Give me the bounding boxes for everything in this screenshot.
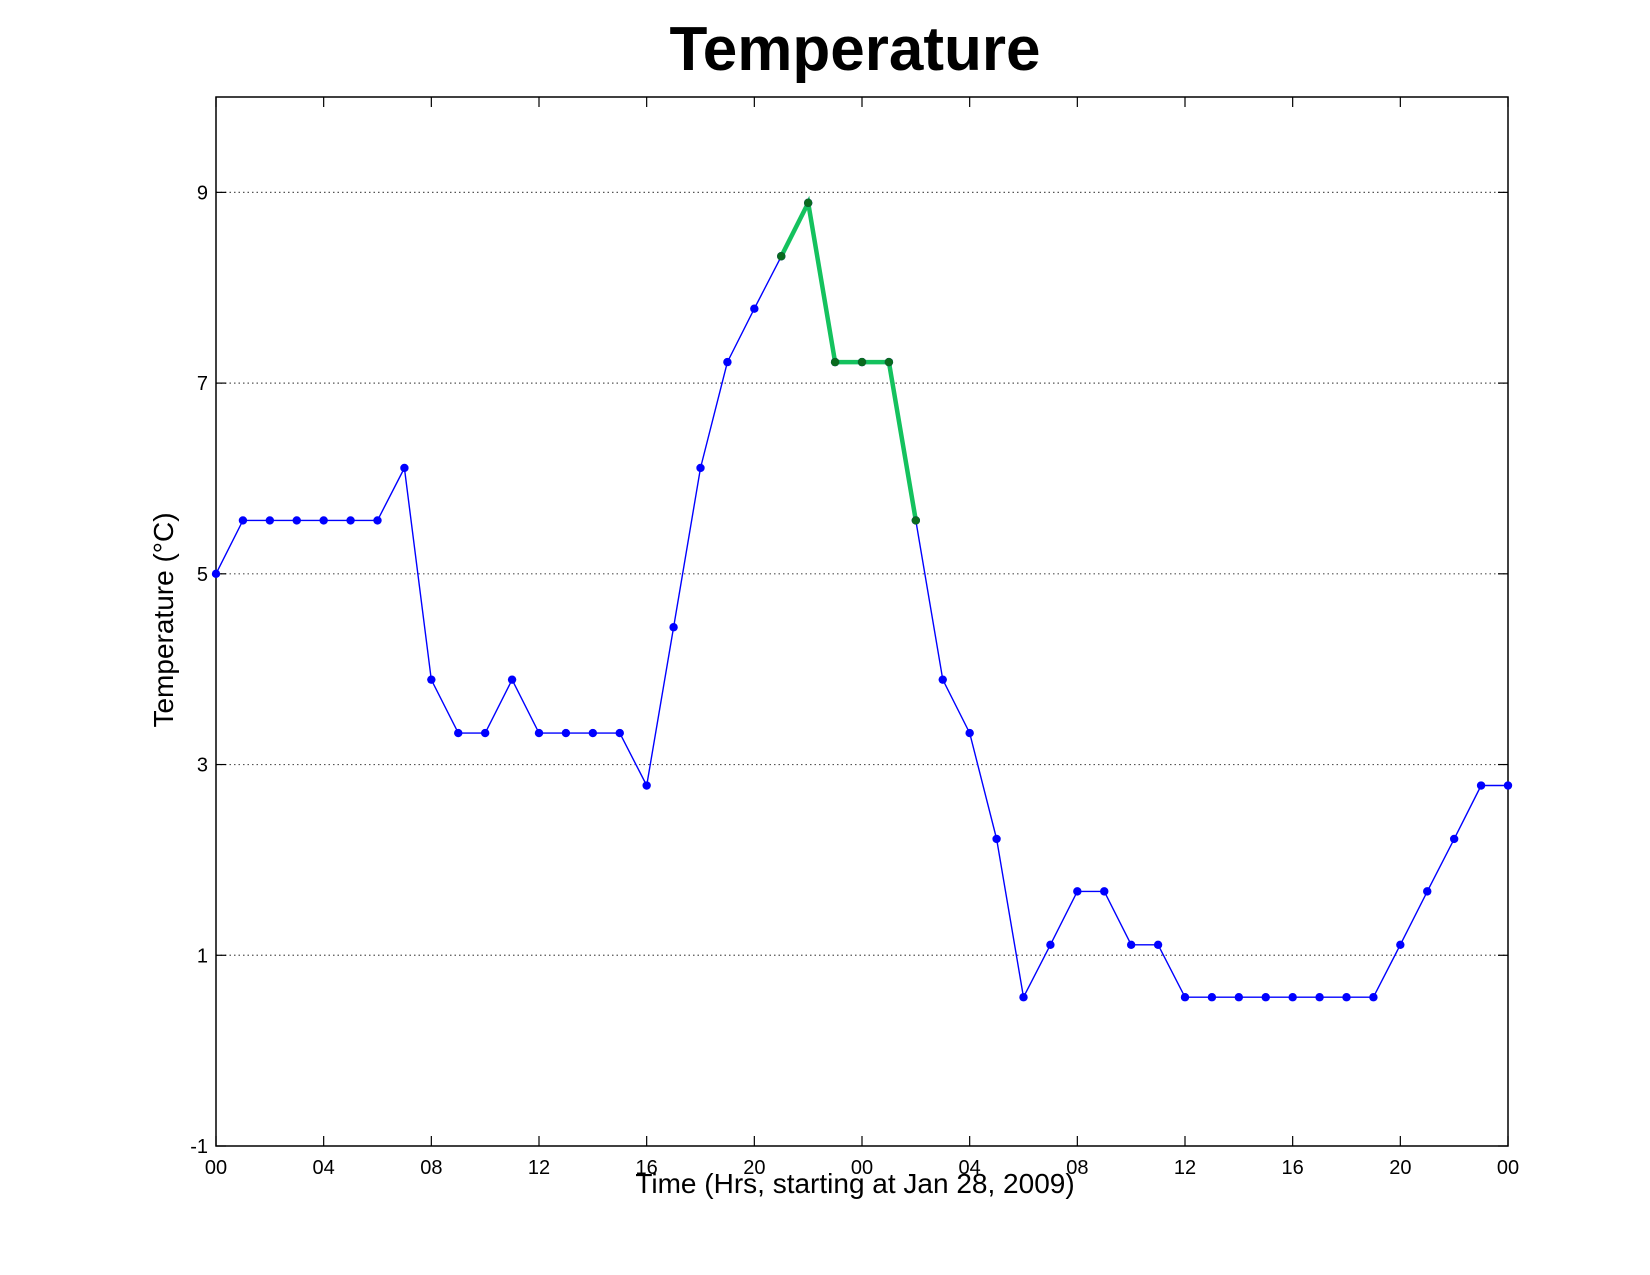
y-tick-label: -1: [190, 1136, 208, 1158]
temperature-point: [346, 516, 355, 525]
highlight-point: [884, 357, 894, 367]
temperature-point: [1288, 993, 1297, 1002]
y-tick-label: 3: [197, 755, 208, 777]
x-tick-label: 12: [528, 1157, 550, 1179]
y-axis-label: Temperature (°C): [148, 512, 179, 728]
y-tick-label: 5: [197, 564, 208, 586]
x-axis-label: Time (Hrs, starting at Jan 28, 2009): [635, 1168, 1075, 1199]
temperature-point: [588, 728, 598, 738]
temperature-point: [561, 728, 571, 738]
temperature-point: [238, 516, 248, 525]
temperature-point: [211, 569, 221, 579]
temperature-point: [696, 463, 705, 473]
highlight-point: [777, 252, 786, 261]
temperature-point: [292, 516, 301, 525]
temperature-point: [1261, 993, 1270, 1002]
x-tick-label: 20: [743, 1157, 765, 1179]
chart-title: Temperature: [669, 15, 1041, 84]
temperature-point: [723, 357, 732, 367]
x-tick-label: 04: [313, 1157, 335, 1179]
temperature-point: [1369, 993, 1378, 1002]
temperature-point: [1342, 993, 1351, 1002]
axes-box: [215, 96, 1509, 1147]
temperature-point: [1100, 887, 1109, 896]
highlight-point: [830, 357, 840, 367]
temperature-point: [1019, 993, 1028, 1002]
temperature-point: [642, 781, 651, 790]
temperature-point: [1180, 993, 1190, 1002]
temperature-point: [400, 463, 409, 473]
temperature-point: [319, 516, 328, 525]
x-tick-label: 04: [959, 1157, 981, 1179]
temperature-point: [1503, 781, 1513, 790]
temperature-point: [615, 728, 624, 738]
x-tick-label: 20: [1389, 1157, 1411, 1179]
x-tick-label: 00: [205, 1157, 227, 1179]
temperature-point: [1207, 993, 1217, 1002]
temperature-point: [427, 675, 436, 684]
temperature-point: [965, 728, 974, 738]
temperature-point: [1046, 940, 1055, 949]
x-tick-label: 00: [1497, 1157, 1519, 1179]
y-tick-label: 1: [197, 945, 208, 967]
temperature-point: [938, 675, 947, 684]
highlight-point: [803, 198, 813, 208]
temperature-point: [1396, 940, 1405, 949]
temperature-point: [1073, 887, 1082, 896]
temperature-point: [1315, 993, 1324, 1002]
temperature-point: [1476, 781, 1486, 790]
x-tick-label: 08: [1066, 1157, 1088, 1179]
temperature-point: [1126, 940, 1136, 949]
highlight-point: [911, 516, 921, 525]
temperature-point: [265, 516, 275, 525]
y-tick-label: 7: [197, 373, 208, 395]
temperature-point: [373, 516, 382, 525]
temperature-point: [1423, 887, 1432, 896]
temperature-point: [507, 675, 517, 684]
temperature-point: [750, 304, 759, 313]
x-tick-label: 08: [420, 1157, 442, 1179]
y-tick-label: 9: [197, 182, 208, 204]
temperature-point: [480, 728, 490, 738]
x-tick-label: 12: [1174, 1157, 1196, 1179]
highlight-point: [857, 357, 867, 367]
temperature-line: [215, 200, 1508, 1000]
temperature-point: [1234, 993, 1244, 1002]
temperature-point: [669, 623, 678, 632]
temperature-point: [1449, 834, 1459, 844]
temperature-point: [992, 834, 1001, 844]
temperature-point: [454, 728, 463, 738]
x-tick-label: 16: [1282, 1157, 1304, 1179]
temperature-point: [1153, 940, 1163, 949]
x-tick-label: 16: [636, 1157, 658, 1179]
x-tick-label: 00: [851, 1157, 873, 1179]
highlight-line: [779, 195, 919, 521]
temperature-point: [534, 728, 544, 738]
